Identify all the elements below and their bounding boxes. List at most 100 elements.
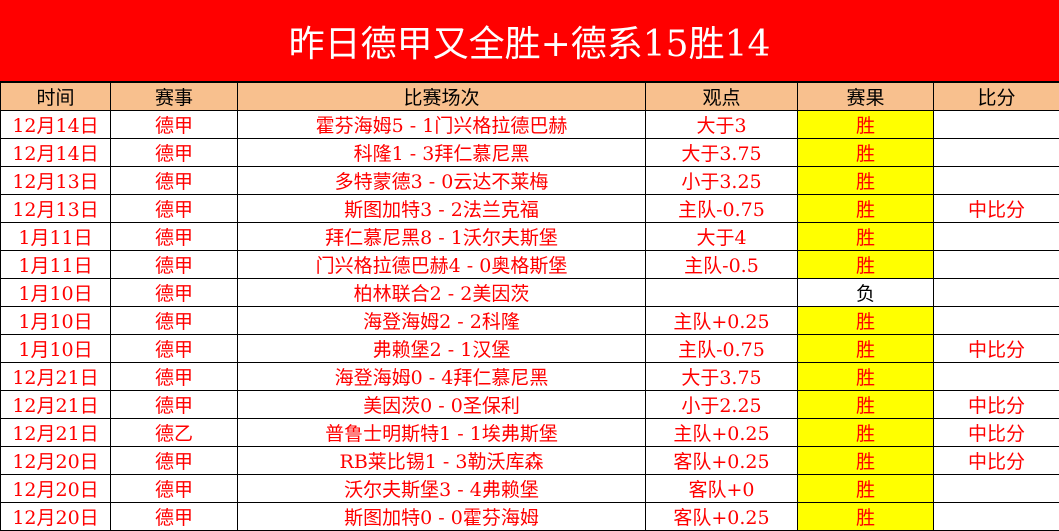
cell-score: 中比分	[934, 195, 1059, 223]
header-result: 赛果	[798, 83, 934, 111]
header-score: 比分	[934, 83, 1059, 111]
cell-result: 胜	[798, 419, 934, 447]
cell-league: 德甲	[111, 139, 238, 167]
cell-date: 12月13日	[1, 167, 111, 195]
cell-score: 中比分	[934, 335, 1059, 363]
cell-date: 12月20日	[1, 447, 111, 475]
cell-tip: 主队-0.75	[646, 195, 798, 223]
cell-tip: 客队+0.25	[646, 447, 798, 475]
cell-tip: 小于2.25	[646, 391, 798, 419]
cell-score	[934, 223, 1059, 251]
cell-tip: 大于3	[646, 111, 798, 139]
cell-tip: 大于4	[646, 223, 798, 251]
cell-result: 胜	[798, 195, 934, 223]
cell-match: 沃尔夫斯堡3 - 4弗赖堡	[238, 475, 646, 503]
cell-score	[934, 503, 1059, 531]
cell-result: 胜	[798, 335, 934, 363]
cell-tip: 主队+0.25	[646, 307, 798, 335]
cell-date: 12月13日	[1, 195, 111, 223]
cell-league: 德甲	[111, 251, 238, 279]
cell-league: 德甲	[111, 475, 238, 503]
cell-result: 胜	[798, 251, 934, 279]
cell-date: 12月14日	[1, 139, 111, 167]
cell-league: 德甲	[111, 447, 238, 475]
cell-tip	[646, 279, 798, 307]
cell-score	[934, 279, 1059, 307]
cell-tip: 客队+0	[646, 475, 798, 503]
cell-date: 12月20日	[1, 503, 111, 531]
cell-result: 胜	[798, 139, 934, 167]
cell-score	[934, 111, 1059, 139]
table-row: 1月10日德甲柏林联合2 - 2美因茨 负	[1, 279, 1059, 307]
cell-score: 中比分	[934, 391, 1059, 419]
cell-score	[934, 139, 1059, 167]
cell-result: 胜	[798, 167, 934, 195]
page-title: 昨日德甲又全胜+德系15胜14	[0, 0, 1059, 82]
cell-result: 胜	[798, 475, 934, 503]
cell-result: 胜	[798, 223, 934, 251]
cell-match: RB莱比锡1 - 3勒沃库森	[238, 447, 646, 475]
cell-date: 12月14日	[1, 111, 111, 139]
cell-date: 12月21日	[1, 419, 111, 447]
cell-score: 中比分	[934, 447, 1059, 475]
cell-match: 门兴格拉德巴赫4 - 0奥格斯堡	[238, 251, 646, 279]
cell-league: 德甲	[111, 391, 238, 419]
cell-match: 多特蒙德3 - 0云达不莱梅	[238, 167, 646, 195]
cell-result: 胜	[798, 503, 934, 531]
cell-league: 德甲	[111, 279, 238, 307]
cell-league: 德甲	[111, 223, 238, 251]
cell-match: 霍芬海姆5 - 1门兴格拉德巴赫	[238, 111, 646, 139]
cell-score	[934, 251, 1059, 279]
cell-match: 科隆1 - 3拜仁慕尼黑	[238, 139, 646, 167]
cell-league: 德甲	[111, 111, 238, 139]
cell-league: 德甲	[111, 335, 238, 363]
cell-result: 负	[798, 279, 934, 307]
cell-match: 柏林联合2 - 2美因茨	[238, 279, 646, 307]
cell-tip: 主队-0.5	[646, 251, 798, 279]
cell-match: 普鲁士明斯特1 - 1埃弗斯堡	[238, 419, 646, 447]
cell-date: 12月21日	[1, 391, 111, 419]
header-tip: 观点	[646, 83, 798, 111]
cell-match: 斯图加特0 - 0霍芬海姆	[238, 503, 646, 531]
cell-score	[934, 363, 1059, 391]
cell-result: 胜	[798, 391, 934, 419]
cell-league: 德甲	[111, 167, 238, 195]
cell-date: 1月10日	[1, 307, 111, 335]
results-table: 时间 赛事 比赛场次 观点 赛果 比分 12月14日德甲霍芬海姆5 - 1门兴格…	[0, 82, 1059, 531]
cell-match: 海登海姆2 - 2科隆	[238, 307, 646, 335]
cell-score	[934, 307, 1059, 335]
header-row: 时间 赛事 比赛场次 观点 赛果 比分	[1, 83, 1059, 111]
cell-date: 1月10日	[1, 335, 111, 363]
cell-match: 拜仁慕尼黑8 - 1沃尔夫斯堡	[238, 223, 646, 251]
cell-match: 海登海姆0 - 4拜仁慕尼黑	[238, 363, 646, 391]
cell-result: 胜	[798, 447, 934, 475]
cell-date: 1月11日	[1, 223, 111, 251]
cell-tip: 客队+0.25	[646, 503, 798, 531]
cell-tip: 大于3.75	[646, 363, 798, 391]
cell-result: 胜	[798, 111, 934, 139]
cell-tip: 主队+0.25	[646, 419, 798, 447]
cell-date: 1月11日	[1, 251, 111, 279]
header-league: 赛事	[111, 83, 238, 111]
cell-score	[934, 475, 1059, 503]
cell-league: 德乙	[111, 419, 238, 447]
cell-date: 12月21日	[1, 363, 111, 391]
cell-score	[934, 167, 1059, 195]
header-match: 比赛场次	[238, 83, 646, 111]
header-date: 时间	[1, 83, 111, 111]
cell-tip: 主队-0.75	[646, 335, 798, 363]
cell-league: 德甲	[111, 195, 238, 223]
cell-date: 12月20日	[1, 475, 111, 503]
cell-match: 斯图加特3 - 2法兰克福	[238, 195, 646, 223]
cell-date: 1月10日	[1, 279, 111, 307]
